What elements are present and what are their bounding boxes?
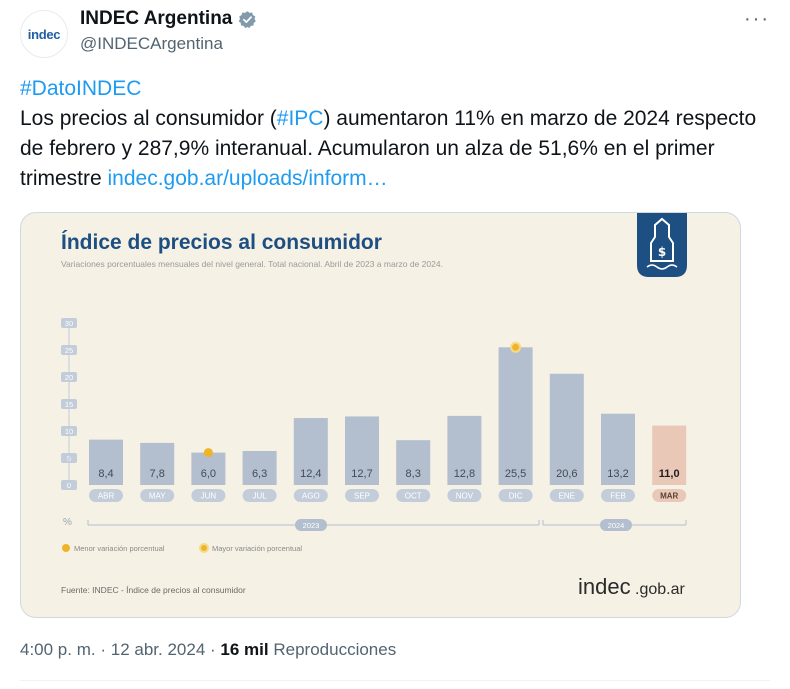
tweet-link[interactable]: indec.gob.ar/uploads/inform… bbox=[107, 167, 388, 190]
display-name[interactable]: INDEC Argentina bbox=[80, 8, 233, 29]
bar-value-label: 6,0 bbox=[201, 468, 216, 480]
month-pill bbox=[89, 489, 123, 502]
more-options-icon[interactable]: ··· bbox=[744, 8, 770, 30]
tweet-date[interactable]: 12 abr. 2024 bbox=[110, 640, 206, 659]
month-pill bbox=[396, 489, 431, 502]
bar-may bbox=[140, 442, 175, 485]
min-marker bbox=[203, 448, 213, 458]
hashtag-datoindec[interactable]: #DatoINDEC bbox=[20, 77, 142, 100]
ipc-bar-chart: Índice de precios al consumidor Variacio… bbox=[61, 213, 687, 599]
bar-jun bbox=[191, 452, 226, 485]
month-pill bbox=[293, 489, 328, 502]
month-label: DIC bbox=[509, 492, 523, 501]
author-info: INDEC Argentina @INDECArgentina bbox=[80, 6, 257, 54]
chart-image-card[interactable]: Índice de precios al consumidor Variacio… bbox=[20, 212, 741, 618]
month-label: MAY bbox=[149, 492, 166, 501]
handle[interactable]: @INDECArgentina bbox=[80, 34, 223, 53]
month-pill bbox=[140, 489, 175, 502]
bar-abr bbox=[89, 439, 123, 485]
tweet-body-part2: ) aumentaron 11% en marzo de 2024 respec… bbox=[20, 107, 757, 190]
bar-value-label: 8,3 bbox=[406, 468, 421, 480]
bar-ene bbox=[549, 373, 584, 485]
indec-badge-icon: $ bbox=[637, 213, 687, 277]
month-label: JUN bbox=[201, 492, 217, 501]
avatar-logo-text: indec bbox=[27, 26, 61, 42]
svg-text:$: $ bbox=[658, 245, 666, 259]
bar-sep bbox=[345, 416, 379, 485]
tweet-text: #DatoINDEC Los precios al consumidor (#I… bbox=[20, 74, 760, 194]
bar-jul bbox=[242, 450, 277, 485]
month-pill bbox=[652, 489, 687, 502]
views-label: Reproducciones bbox=[273, 640, 397, 659]
legend-max-label: Mayor variación porcentual bbox=[212, 544, 302, 553]
legend-max-marker bbox=[199, 543, 209, 553]
unit-label: % bbox=[63, 517, 72, 528]
bar-value-label: 25,5 bbox=[505, 468, 526, 480]
tweet-header: indec INDEC Argentina @INDECArgentina ··… bbox=[20, 6, 770, 58]
meta-separator-1: · bbox=[100, 640, 107, 659]
chart-source: Fuente: INDEC - Índice de precios al con… bbox=[61, 585, 246, 595]
bar-value-label: 13,2 bbox=[607, 468, 628, 480]
bar-value-label: 11,0 bbox=[659, 468, 680, 480]
bar-value-label: 12,7 bbox=[351, 468, 372, 480]
month-label: AGO bbox=[302, 492, 320, 501]
max-marker bbox=[510, 341, 522, 353]
bars: 8,4 ABR 7,8 MAY 6,0 JUN 6,3 JUL 12,4 AGO 12,7 SEP 8,… bbox=[89, 341, 687, 502]
divider bbox=[20, 680, 770, 681]
month-label: ABR bbox=[98, 492, 115, 501]
brand-main: indec bbox=[578, 574, 631, 599]
bar-mar bbox=[652, 425, 687, 485]
display-name-row[interactable]: INDEC Argentina bbox=[80, 6, 257, 32]
tweet-meta: 4:00 p. m. · 12 abr. 2024 · 16 mil Repro… bbox=[20, 640, 396, 660]
month-label: ENE bbox=[559, 492, 575, 501]
meta-separator-2: · bbox=[210, 640, 216, 659]
bar-value-label: 6,3 bbox=[252, 468, 267, 480]
bar-value-label: 12,4 bbox=[300, 468, 321, 480]
chart-subtitle: Variaciones porcentuales mensuales del n… bbox=[61, 259, 443, 269]
bar-ago bbox=[293, 418, 328, 485]
month-pill bbox=[601, 489, 635, 502]
avatar[interactable]: indec bbox=[20, 10, 68, 58]
y-axis: 051015202530 bbox=[61, 318, 77, 490]
month-label: FEB bbox=[610, 492, 626, 501]
y-tick-label: 0 bbox=[67, 481, 71, 490]
month-label: MAR bbox=[660, 492, 678, 501]
month-label: OCT bbox=[405, 492, 422, 501]
month-pill bbox=[498, 489, 533, 502]
bar-value-label: 7,8 bbox=[150, 468, 165, 480]
bar-feb bbox=[601, 413, 635, 485]
year-2023-label: 2023 bbox=[303, 521, 320, 530]
bar-oct bbox=[396, 440, 431, 485]
month-label: NOV bbox=[456, 492, 474, 501]
month-pill bbox=[191, 489, 226, 502]
bar-value-label: 12,8 bbox=[454, 468, 475, 480]
chart-title: Índice de precios al consumidor bbox=[61, 231, 382, 254]
month-label: JUL bbox=[252, 492, 267, 501]
bar-nov bbox=[447, 415, 482, 485]
brand-suffix: .gob.ar bbox=[635, 581, 685, 598]
legend-min-label: Menor variación porcentual bbox=[74, 544, 165, 553]
tweet-body-part1: Los precios al consumidor ( bbox=[20, 107, 277, 130]
month-pill bbox=[549, 489, 584, 502]
month-label: SEP bbox=[354, 492, 370, 501]
bar-dic bbox=[498, 347, 533, 485]
bar-value-label: 8,4 bbox=[98, 468, 113, 480]
month-pill bbox=[345, 489, 379, 502]
year-bracket-2023: 2023 bbox=[87, 519, 540, 531]
bar-value-label: 20,6 bbox=[556, 468, 577, 480]
verified-badge-icon bbox=[239, 10, 257, 28]
hashtag-ipc[interactable]: #IPC bbox=[276, 107, 324, 130]
legend-min-marker bbox=[62, 544, 70, 552]
month-pill bbox=[447, 489, 482, 502]
tweet-time[interactable]: 4:00 p. m. bbox=[20, 640, 96, 659]
year-bracket-2024: 2024 bbox=[542, 519, 687, 531]
month-pill bbox=[242, 489, 277, 502]
views-count: 16 mil bbox=[220, 640, 269, 659]
year-2024-label: 2024 bbox=[608, 521, 625, 530]
legend: Menor variación porcentual Mayor variaci… bbox=[62, 543, 302, 553]
